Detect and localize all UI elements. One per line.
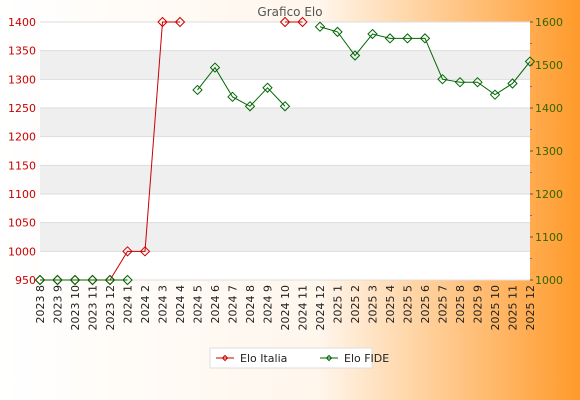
data-point-elo-fide: [507, 78, 518, 89]
series-line-elo-fide: [319, 26, 531, 96]
chart-title: Grafico Elo: [257, 5, 322, 19]
series-line-elo-fide: [197, 66, 286, 107]
legend-box: [209, 347, 373, 369]
data-point-elo-fide: [489, 89, 501, 100]
y-right-tick-label: 1000: [535, 274, 563, 287]
grid-band: [40, 222, 530, 252]
y-left-tick-label: 1050: [8, 217, 36, 230]
y-left-tick-label: 950: [15, 274, 36, 287]
y-right-tick-label: 1100: [535, 231, 563, 244]
x-tick-label: 2023 10: [69, 285, 82, 331]
y-right-tick-label: 1300: [535, 145, 563, 158]
y-left-tick-label: 1250: [8, 102, 36, 115]
data-point-elo-italia: [279, 16, 291, 28]
data-point-elo-fide: [209, 62, 221, 73]
data-point-elo-fide: [367, 28, 378, 40]
data-point-elo-fide: [524, 56, 536, 67]
y-left-tick-label: 1300: [8, 73, 36, 86]
data-point-elo-fide: [69, 274, 81, 286]
legend-label-elo-fide: Elo FIDE: [344, 352, 389, 365]
x-tick-label: 2025 12: [524, 285, 537, 331]
data-point-elo-fide: [332, 26, 343, 38]
x-tick-label: 2024 12: [314, 285, 327, 331]
data-point-elo-fide: [419, 33, 431, 44]
x-tick-label: 2025 4: [384, 285, 397, 324]
x-tick-label: 2023 8: [34, 285, 47, 324]
y-left-tick-label: 1400: [8, 16, 36, 29]
grid-band: [40, 108, 530, 137]
x-tick-label: 2025 1: [332, 285, 345, 324]
x-tick-label: 2024 9: [262, 285, 275, 324]
x-tick-label: 2024 3: [157, 285, 170, 324]
data-point-elo-italia: [122, 246, 133, 257]
x-tick-label: 2025 3: [367, 285, 380, 324]
grid-band: [40, 50, 530, 80]
data-point-elo-fide: [87, 274, 98, 286]
data-point-elo-fide: [349, 50, 361, 61]
x-tick-label: 2025 8: [454, 285, 467, 324]
data-point-elo-fide: [437, 73, 448, 85]
data-point-elo-fide: [384, 33, 396, 44]
data-point-elo-fide: [472, 76, 483, 88]
x-tick-label: 2024 6: [209, 285, 222, 324]
data-point-elo-fide: [314, 21, 326, 32]
data-point-elo-fide: [192, 84, 203, 96]
y-right-tick-label: 1200: [535, 188, 563, 201]
x-tick-label: 2024 10: [279, 285, 292, 331]
y-left-tick-label: 1350: [8, 45, 36, 58]
y-right-tick-label: 1400: [535, 102, 563, 115]
x-tick-label: 2025 2: [349, 285, 362, 324]
legend-marker-elo-fide: [325, 354, 333, 362]
x-tick-label: 2023 9: [52, 285, 65, 324]
x-tick-label: 2024 8: [244, 285, 257, 324]
y-right-tick-label: 1500: [535, 59, 563, 72]
x-tick-label: 2025 11: [507, 285, 520, 331]
data-point-elo-italia: [297, 16, 308, 28]
data-point-elo-italia: [157, 16, 168, 28]
data-point-elo-italia: [139, 246, 151, 257]
x-tick-label: 2025 9: [472, 285, 485, 324]
x-tick-label: 2024 4: [174, 285, 187, 324]
data-point-elo-fide: [402, 33, 413, 44]
legend-marker-elo-italia: [221, 354, 229, 362]
x-tick-label: 2024 5: [192, 285, 205, 324]
y-left-tick-label: 1100: [8, 188, 36, 201]
x-tick-label: 2025 5: [402, 285, 415, 324]
data-point-elo-fide: [122, 274, 133, 286]
x-tick-label: 2023 12: [104, 285, 117, 331]
x-tick-label: 2024 1: [122, 285, 135, 324]
x-tick-label: 2025 10: [489, 285, 502, 331]
data-point-elo-fide: [104, 274, 116, 286]
x-tick-label: 2024 7: [227, 285, 240, 324]
x-tick-label: 2024 2: [139, 285, 152, 324]
data-point-elo-fide: [454, 76, 466, 88]
legend-label-elo-italia: Elo Italia: [240, 352, 287, 365]
data-point-elo-fide: [52, 274, 63, 286]
y-left-tick-label: 1000: [8, 245, 36, 258]
data-point-elo-fide: [34, 274, 46, 286]
y-right-tick-label: 1600: [535, 16, 563, 29]
data-point-elo-italia: [174, 16, 186, 28]
data-point-elo-fide: [244, 101, 256, 112]
x-tick-label: 2025 7: [437, 285, 450, 324]
data-point-elo-fide: [279, 101, 291, 112]
x-tick-label: 2024 11: [297, 285, 310, 331]
y-left-tick-label: 1200: [8, 131, 36, 144]
x-tick-label: 2023 11: [87, 285, 100, 331]
data-point-elo-fide: [227, 91, 238, 103]
y-left-tick-label: 1150: [8, 159, 36, 172]
grid-band: [40, 165, 530, 194]
data-point-elo-fide: [262, 82, 273, 93]
x-tick-label: 2025 6: [419, 285, 432, 324]
